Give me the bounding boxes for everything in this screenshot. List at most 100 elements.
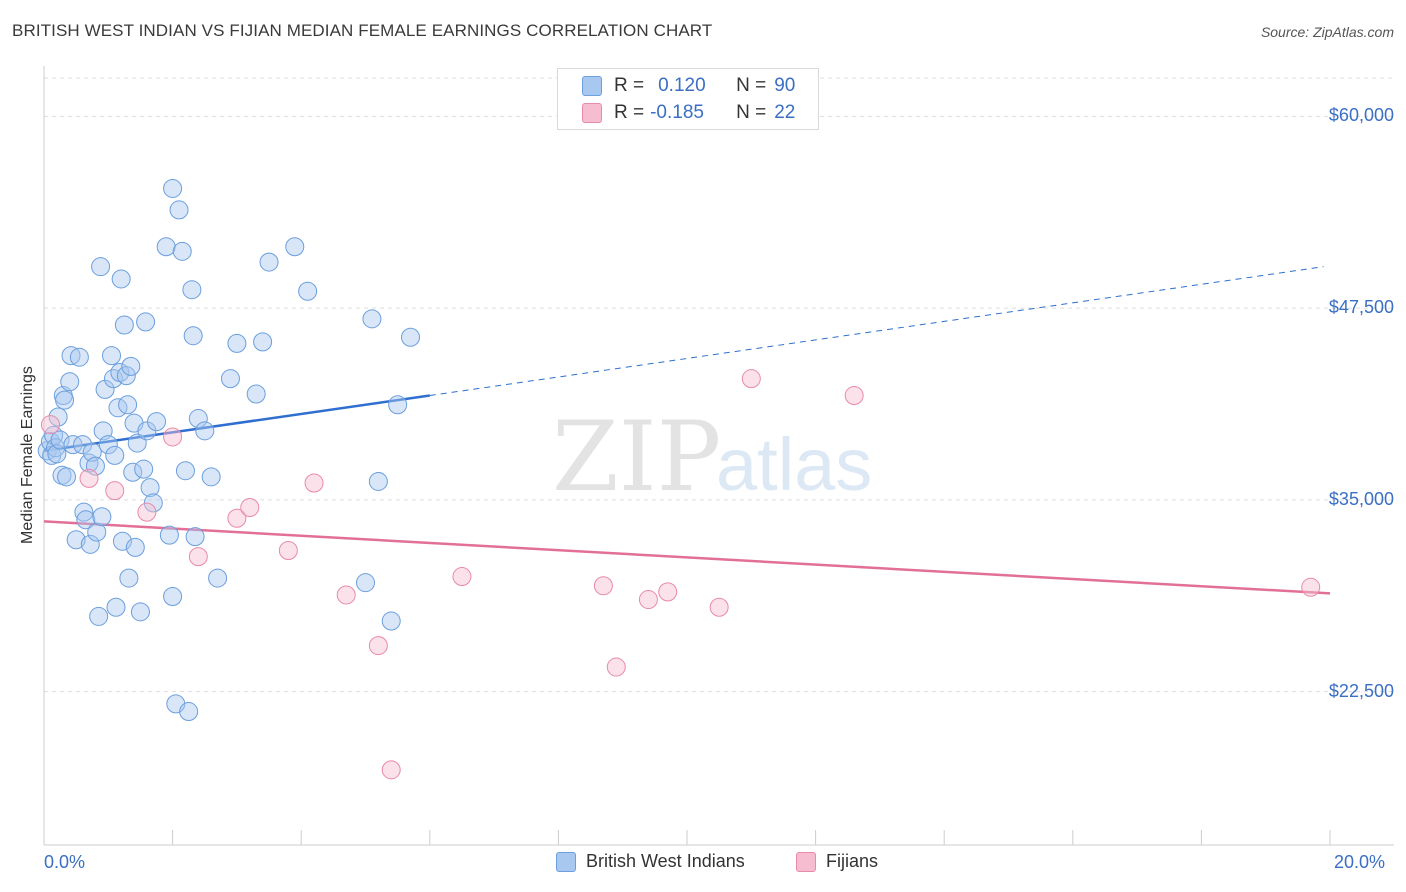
data-point-british-west-indians — [61, 346, 81, 366]
data-point-british-west-indians — [125, 537, 145, 557]
data-point-british-west-indians — [227, 333, 247, 353]
legend-label: British West Indians — [586, 851, 745, 871]
british-west-indians-points — [37, 178, 421, 722]
stats-legend: R = 0.120 N = 90 R = -0.185 N = 22 — [557, 68, 819, 130]
data-point-british-west-indians — [87, 522, 107, 542]
data-point-british-west-indians — [63, 435, 83, 455]
data-point-british-west-indians — [60, 372, 80, 392]
data-point-british-west-indians — [298, 281, 318, 301]
data-point-british-west-indians — [188, 409, 208, 429]
data-point-british-west-indians — [130, 602, 150, 622]
source-credit: Source: ZipAtlas.com — [1260, 24, 1394, 40]
data-point-british-west-indians — [136, 312, 156, 332]
data-point-british-west-indians — [140, 478, 160, 498]
data-point-british-west-indians — [179, 702, 199, 722]
data-point-fijians — [452, 567, 472, 587]
data-point-fijians — [368, 636, 388, 656]
data-point-british-west-indians — [208, 568, 228, 588]
r-label: R = — [614, 102, 645, 123]
data-point-fijians — [658, 582, 678, 602]
data-point-british-west-indians — [69, 347, 89, 367]
y-tick-label: $47,500 — [1328, 297, 1394, 318]
data-point-fijians — [638, 590, 658, 610]
data-point-british-west-indians — [92, 507, 112, 527]
trend-line-projection — [429, 266, 1324, 397]
data-point-british-west-indians — [123, 462, 143, 482]
trend-line — [43, 520, 1331, 595]
series-legend: British West Indians Fijians — [0, 851, 1406, 877]
data-point-british-west-indians — [85, 456, 105, 476]
data-point-british-west-indians — [118, 395, 138, 415]
pink-swatch — [796, 851, 816, 872]
data-point-british-west-indians — [80, 534, 100, 554]
data-point-british-west-indians — [201, 467, 221, 487]
data-point-british-west-indians — [159, 525, 179, 545]
data-point-british-west-indians — [50, 430, 70, 450]
blue-swatch — [556, 851, 576, 872]
y-tick-label: $60,000 — [1328, 105, 1394, 126]
data-point-fijians — [79, 468, 99, 488]
data-point-fijians — [278, 540, 298, 560]
legend-row-fijians: R = -0.185 N = 22 — [582, 100, 795, 126]
r-value: 0.120 — [658, 75, 706, 96]
data-point-british-west-indians — [172, 241, 192, 261]
n-label: N = — [736, 75, 767, 96]
fijians-trend — [43, 520, 1331, 595]
data-point-fijians — [188, 547, 208, 567]
data-point-british-west-indians — [105, 445, 125, 465]
data-point-british-west-indians — [259, 252, 279, 272]
data-point-british-west-indians — [195, 421, 215, 441]
data-point-british-west-indians — [66, 530, 86, 550]
data-point-british-west-indians — [114, 315, 134, 335]
data-point-british-west-indians — [116, 366, 136, 386]
y-axis-label: Median Female Earnings — [19, 366, 36, 544]
data-point-fijians — [606, 657, 626, 677]
data-point-fijians — [844, 386, 864, 406]
data-point-british-west-indians — [183, 326, 203, 346]
data-point-fijians — [1301, 577, 1321, 597]
data-point-british-west-indians — [356, 573, 375, 593]
data-point-british-west-indians — [368, 471, 388, 491]
data-point-fijians — [105, 481, 125, 501]
watermark-zip: ZIP — [552, 401, 721, 513]
data-point-fijians — [137, 502, 157, 522]
data-point-british-west-indians — [147, 412, 167, 432]
data-point-british-west-indians — [91, 257, 111, 277]
legend-item-british-west-indians[interactable]: British West Indians — [556, 851, 745, 872]
legend-item-fijians[interactable]: Fijians — [796, 851, 878, 872]
data-point-british-west-indians — [119, 568, 139, 588]
watermark-atlas: atlas — [716, 423, 872, 506]
data-point-british-west-indians — [89, 606, 109, 626]
british-west-indians-trend — [43, 266, 1324, 452]
data-point-fijians — [709, 597, 729, 617]
data-point-british-west-indians — [169, 200, 189, 220]
data-point-british-west-indians — [253, 332, 273, 352]
data-point-british-west-indians — [220, 369, 240, 389]
data-point-british-west-indians — [246, 384, 266, 404]
data-point-fijians — [336, 585, 356, 605]
data-point-british-west-indians — [98, 435, 118, 455]
r-value: -0.185 — [650, 102, 704, 123]
data-point-british-west-indians — [163, 586, 183, 606]
data-point-fijians — [227, 508, 247, 528]
data-point-fijians — [593, 576, 613, 596]
n-value: 90 — [774, 75, 796, 96]
data-point-british-west-indians — [134, 459, 154, 479]
data-point-british-west-indians — [143, 493, 163, 513]
legend-label: Fijians — [826, 851, 879, 871]
data-point-british-west-indians — [48, 407, 68, 427]
data-point-british-west-indians — [102, 346, 122, 366]
data-point-fijians — [240, 498, 260, 518]
data-point-fijians — [40, 415, 60, 435]
r-label: R = — [614, 75, 645, 96]
data-point-british-west-indians — [74, 502, 94, 522]
legend-row-british-west-indians: R = 0.120 N = 90 — [582, 73, 795, 99]
blue-swatch — [582, 76, 602, 96]
data-point-british-west-indians — [388, 395, 408, 415]
data-point-fijians — [381, 760, 401, 780]
data-point-fijians — [163, 427, 183, 447]
data-point-british-west-indians — [285, 237, 305, 257]
data-point-british-west-indians — [362, 309, 382, 329]
data-point-british-west-indians — [57, 467, 77, 487]
